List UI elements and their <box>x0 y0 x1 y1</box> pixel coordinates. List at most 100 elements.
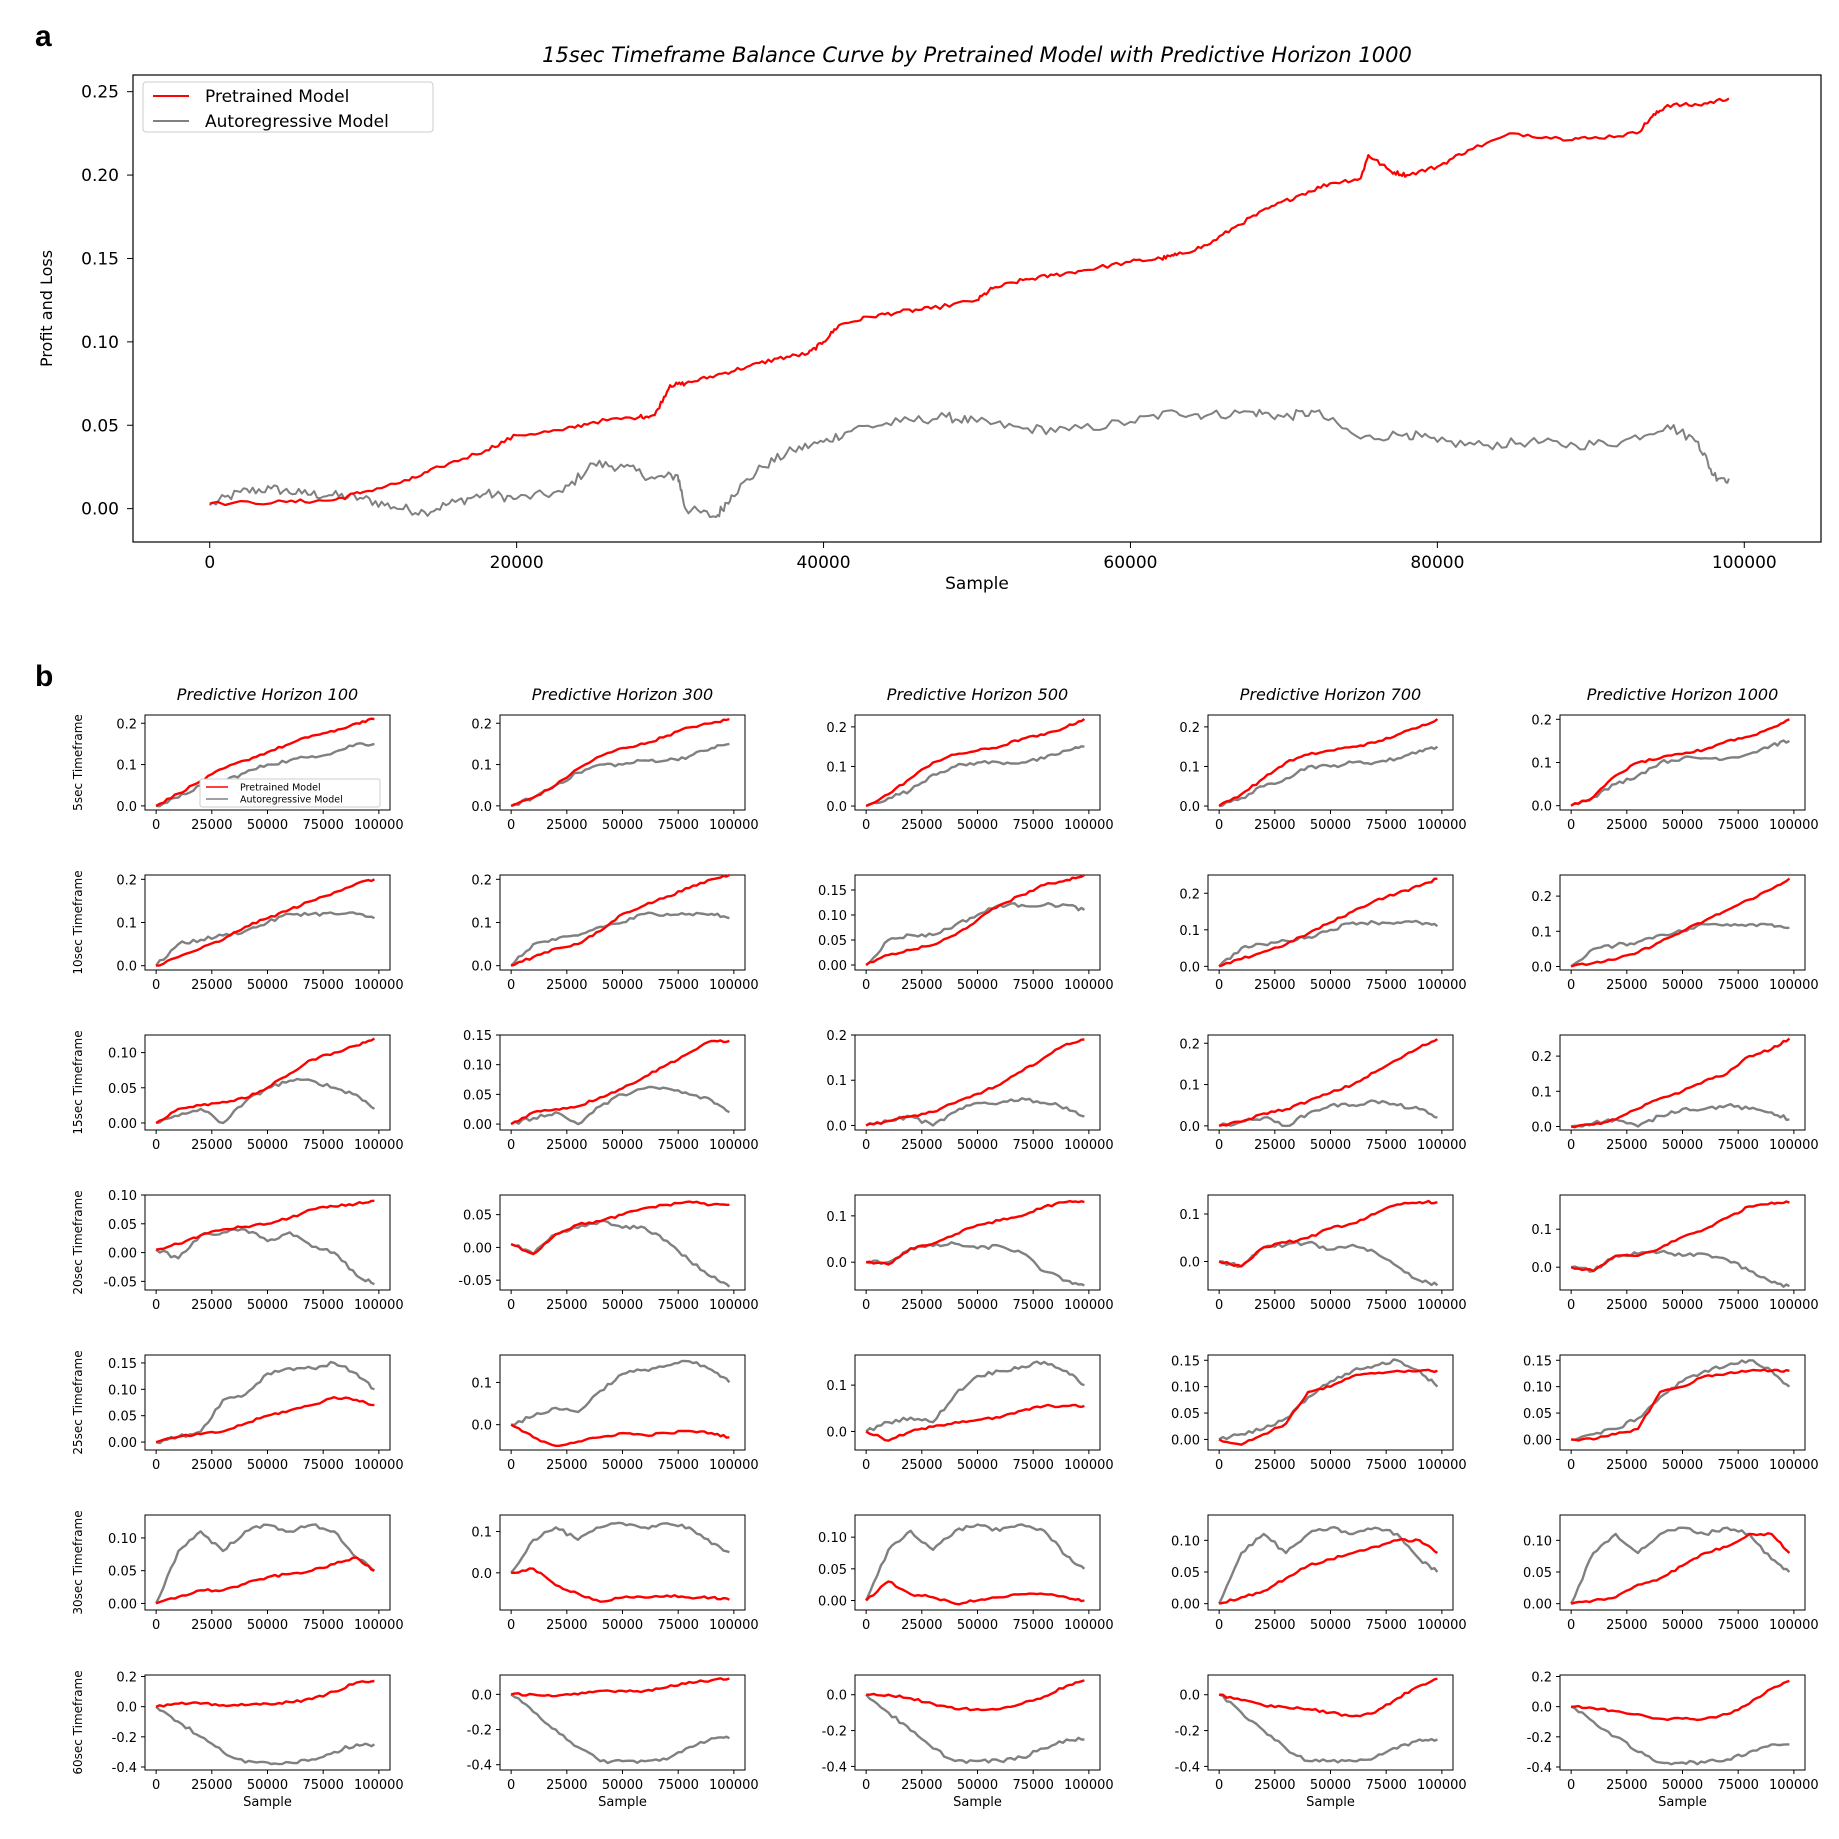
subplot-y-tick-label: 0.2 <box>1531 713 1552 728</box>
subplot-y-tick-label: 0.0 <box>1179 1689 1200 1704</box>
subplot-x-tick-label: 25000 <box>191 1618 232 1633</box>
subplot-y-tick-label: -0.4 <box>467 1759 492 1774</box>
subplot-pretrained-line <box>155 1199 375 1251</box>
subplot-pretrained-line <box>1218 1538 1439 1605</box>
main-legend-label: Autoregressive Model <box>205 112 389 132</box>
subplot-x-tick-label: 75000 <box>1013 818 1054 833</box>
subplot-x-tick-label: 75000 <box>658 1778 699 1793</box>
subplot-x-tick-label: 100000 <box>1417 818 1467 833</box>
subplot-y-tick-label: 0.1 <box>471 917 492 932</box>
subplot-x-tick-label: 100000 <box>1417 1618 1467 1633</box>
subplot-x-tick-label: 75000 <box>1366 1618 1407 1633</box>
subplot-x-tick-label: 100000 <box>1417 1298 1467 1313</box>
subplot-y-tick-label: 0.0 <box>826 1689 847 1704</box>
subplot-x-tick-label: 25000 <box>191 1458 232 1473</box>
subplot-autoregressive-line <box>1218 745 1439 808</box>
subplot-autoregressive-line <box>1219 1240 1439 1287</box>
subplot-x-tick-label: 75000 <box>1366 818 1407 833</box>
subplot-y-tick-label: -0.4 <box>822 1760 847 1775</box>
subplot-x-tick-label: 100000 <box>1064 1458 1114 1473</box>
subplot-pretrained-line <box>865 1038 1085 1127</box>
subplot-x-tick-label: 50000 <box>1310 818 1351 833</box>
subplot-pretrained-line <box>510 1039 730 1126</box>
subplot-y-tick-label: 0.00 <box>463 1241 492 1256</box>
subplot-pretrained-line <box>510 873 730 967</box>
subplot-autoregressive-line <box>155 1705 376 1766</box>
subplot-x-tick-label: 0 <box>152 1618 160 1633</box>
subplot-x-tick-label: 25000 <box>1254 1138 1295 1153</box>
subplot-x-tick-label: 100000 <box>1064 1298 1114 1313</box>
subplot-x-tick-label: 100000 <box>1769 1778 1819 1793</box>
subplot-y-tick-label: 0.0 <box>1179 1256 1200 1271</box>
subplot-x-tick-label: 100000 <box>709 1298 759 1313</box>
subplot-pretrained-line <box>510 1423 730 1447</box>
subplot-x-axis-label: Sample <box>243 1795 292 1810</box>
subplot-x-tick-label: 100000 <box>1417 1458 1467 1473</box>
subplot-y-tick-label: 0.2 <box>1531 1671 1552 1686</box>
subplot-x-tick-label: 100000 <box>1769 1138 1819 1153</box>
subplot-x-tick-label: 0 <box>1215 1618 1223 1633</box>
subplot-y-tick-label: 0.0 <box>826 1256 847 1271</box>
subplot-y-tick-label: 0.1 <box>1531 1085 1552 1100</box>
subplot-autoregressive-line <box>1218 1526 1439 1605</box>
subplot-y-tick-label: 0.10 <box>1523 1534 1552 1549</box>
subplot-x-tick-label: 75000 <box>1013 1458 1054 1473</box>
subplot-autoregressive-line <box>865 1360 1085 1433</box>
subplot-pretrained-line <box>155 717 375 807</box>
subplot-y-tick-label: 0.1 <box>826 1074 847 1089</box>
subplot-x-tick-label: 0 <box>1215 818 1223 833</box>
subplot-x-tick-label: 75000 <box>658 818 699 833</box>
subplot-y-tick-label: 0.1 <box>1179 760 1200 775</box>
subplot-x-tick-label: 75000 <box>1013 1618 1054 1633</box>
subplot-x-tick-label: 100000 <box>1064 1618 1114 1633</box>
subplot-x-tick-label: 25000 <box>1254 978 1295 993</box>
subplot-y-tick-label: -0.2 <box>467 1724 492 1739</box>
subplot-autoregressive-line <box>511 1359 731 1426</box>
subplot-pretrained-line <box>1570 718 1790 807</box>
subplot-y-tick-label: 0.10 <box>1523 1381 1552 1396</box>
subplot-y-tick-label: 0.0 <box>471 960 492 975</box>
subplot-y-tick-label: 0.0 <box>471 800 492 815</box>
subplot-x-tick-label: 25000 <box>901 1138 942 1153</box>
subplot-x-tick-label: 25000 <box>191 978 232 993</box>
main-x-tick-label: 0 <box>204 553 215 573</box>
subplot-x-tick-label: 25000 <box>901 978 942 993</box>
subplot-x-tick-label: 50000 <box>1662 1618 1703 1633</box>
subplot-x-tick-label: 0 <box>1567 818 1575 833</box>
subplot-x-tick-label: 0 <box>1215 1138 1223 1153</box>
main-y-tick-label: 0.05 <box>81 416 119 436</box>
subplot-x-tick-label: 100000 <box>354 818 404 833</box>
subplot-x-tick-label: 25000 <box>191 818 232 833</box>
subplot-pretrained-line <box>155 1556 375 1605</box>
subplot-x-tick-label: 50000 <box>957 1298 998 1313</box>
subplot-x-tick-label: 75000 <box>1013 978 1054 993</box>
subplot-x-tick-label: 0 <box>1567 1298 1575 1313</box>
subplot-frame <box>1207 1194 1454 1291</box>
row-label: 5sec Timeframe <box>71 714 85 811</box>
subplot-x-tick-label: 0 <box>507 1458 515 1473</box>
main-y-tick-label: 0.25 <box>81 83 119 103</box>
subplot-y-tick-label: 0.2 <box>1531 890 1552 905</box>
subplot-x-tick-label: 0 <box>507 1778 515 1793</box>
subplot-y-tick-label: 0.05 <box>108 1565 137 1580</box>
subplot-x-tick-label: 50000 <box>247 818 288 833</box>
subplot-x-axis-label: Sample <box>953 1795 1002 1810</box>
subplot-x-axis-label: Sample <box>1658 1795 1707 1810</box>
subplot-autoregressive-line <box>1570 1705 1790 1766</box>
subplot-x-tick-label: 0 <box>1567 1138 1575 1153</box>
subplot-y-tick-label: 0.2 <box>1179 721 1200 736</box>
subplot-y-tick-label: 0.2 <box>471 873 492 888</box>
subplot-x-tick-label: 50000 <box>247 1618 288 1633</box>
subplot-legend-label: Autoregressive Model <box>240 795 343 806</box>
subplot-x-tick-label: 75000 <box>1366 1298 1407 1313</box>
subplot-x-tick-label: 25000 <box>1606 1618 1647 1633</box>
subplot-x-tick-label: 50000 <box>602 978 643 993</box>
subplot-x-tick-label: 75000 <box>1013 1778 1054 1793</box>
subplot-pretrained-line <box>865 1580 1085 1606</box>
subplot-pretrained-line <box>1218 718 1439 807</box>
subplot-x-tick-label: 75000 <box>303 818 344 833</box>
subplot-x-tick-label: 50000 <box>247 1298 288 1313</box>
subplot-x-tick-label: 25000 <box>1606 1138 1647 1153</box>
subplot-y-tick-label: 0.10 <box>1171 1381 1200 1396</box>
subplot-x-tick-label: 0 <box>1567 1618 1575 1633</box>
